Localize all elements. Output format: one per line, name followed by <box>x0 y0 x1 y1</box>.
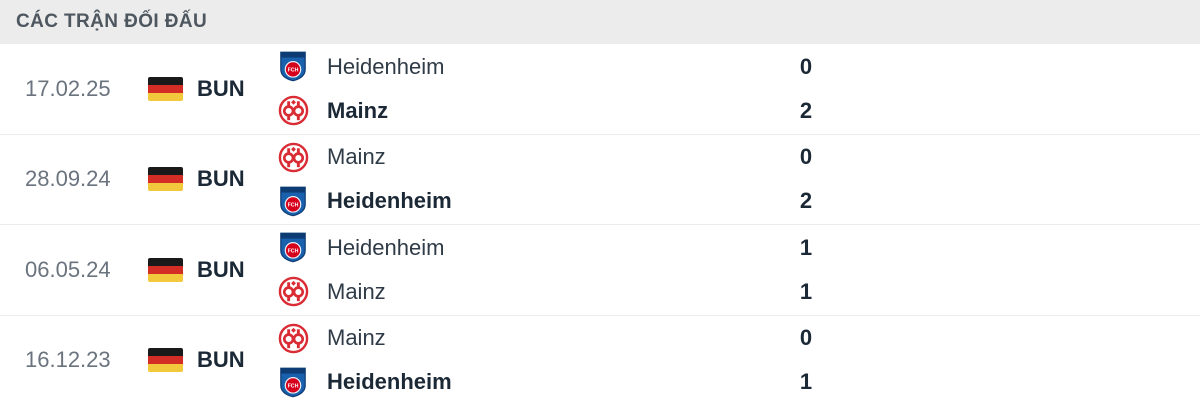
away-team-line: Mainz <box>270 93 770 129</box>
away-team-line: Mainz <box>270 274 770 310</box>
competition-cell: BUN <box>148 166 270 192</box>
germany-flag-icon <box>148 167 183 192</box>
match-date: 17.02.25 <box>25 75 111 101</box>
home-team-crest-icon <box>276 139 310 175</box>
germany-flag-icon <box>148 348 183 373</box>
home-team-crest-icon <box>276 320 310 356</box>
away-team-crest-icon <box>276 274 310 310</box>
home-team-name: Mainz <box>327 144 386 170</box>
home-score: 1 <box>799 234 813 260</box>
section-header: CÁC TRẬN ĐỐI ĐẤU <box>0 0 1200 44</box>
svg-text:FCH: FCH <box>288 249 299 255</box>
competition-cell: BUN <box>148 76 270 102</box>
away-team-name: Mainz <box>327 278 386 304</box>
competition-label: BUN <box>197 75 245 101</box>
match-row[interactable]: 28.09.24 BUN Mainz FCH <box>0 133 1200 225</box>
away-score: 2 <box>799 97 813 123</box>
home-team-crest-icon: FCH <box>276 230 310 266</box>
teams-cell: Mainz FCH Heidenheim <box>270 139 770 219</box>
svg-text:FCH: FCH <box>288 68 299 74</box>
teams-cell: FCH Heidenheim Mainz <box>270 230 770 310</box>
match-row[interactable]: 16.12.23 BUN Mainz FCH <box>0 314 1200 405</box>
away-score: 1 <box>799 278 813 304</box>
home-team-name: Heidenheim <box>327 53 445 79</box>
match-row[interactable]: 17.02.25 BUN FCH Heidenheim <box>0 44 1200 134</box>
home-score: 0 <box>799 325 813 351</box>
home-score: 0 <box>799 144 813 170</box>
match-list: 17.02.25 BUN FCH Heidenheim <box>0 44 1200 405</box>
home-team-crest-icon: FCH <box>276 49 310 85</box>
away-team-line: FCH Heidenheim <box>270 364 770 400</box>
away-score: 1 <box>799 369 813 395</box>
germany-flag-icon <box>148 257 183 282</box>
match-date: 28.09.24 <box>25 166 111 192</box>
away-team-name: Mainz <box>327 97 389 123</box>
teams-cell: FCH Heidenheim Mainz <box>270 49 770 129</box>
competition-label: BUN <box>197 256 245 282</box>
away-team-line: FCH Heidenheim <box>270 183 770 219</box>
section-title: CÁC TRẬN ĐỐI ĐẤU <box>16 11 208 32</box>
competition-cell: BUN <box>148 347 270 373</box>
teams-cell: Mainz FCH Heidenheim <box>270 320 770 400</box>
away-team-crest-icon <box>276 93 310 129</box>
away-team-name: Heidenheim <box>327 188 452 214</box>
match-row[interactable]: 06.05.24 BUN FCH Heidenheim <box>0 224 1200 315</box>
home-team-line: FCH Heidenheim <box>270 230 770 266</box>
scores-cell: 0 2 <box>770 142 842 216</box>
scores-cell: 1 1 <box>770 233 842 307</box>
svg-text:FCH: FCH <box>288 383 299 389</box>
scores-cell: 0 2 <box>770 52 842 126</box>
competition-label: BUN <box>197 347 245 373</box>
scores-cell: 0 1 <box>770 323 842 397</box>
away-score: 2 <box>799 188 813 214</box>
home-team-line: Mainz <box>270 139 770 175</box>
match-date: 16.12.23 <box>25 347 111 373</box>
home-team-line: FCH Heidenheim <box>270 49 770 85</box>
home-score: 0 <box>799 53 813 79</box>
match-date: 06.05.24 <box>25 256 111 282</box>
home-team-name: Mainz <box>327 325 386 351</box>
svg-text:FCH: FCH <box>288 202 299 208</box>
home-team-line: Mainz <box>270 320 770 356</box>
germany-flag-icon <box>148 76 183 101</box>
home-team-name: Heidenheim <box>327 234 445 260</box>
competition-cell: BUN <box>148 257 270 283</box>
away-team-crest-icon: FCH <box>276 364 310 400</box>
competition-label: BUN <box>197 166 245 192</box>
away-team-crest-icon: FCH <box>276 183 310 219</box>
away-team-name: Heidenheim <box>327 369 452 395</box>
